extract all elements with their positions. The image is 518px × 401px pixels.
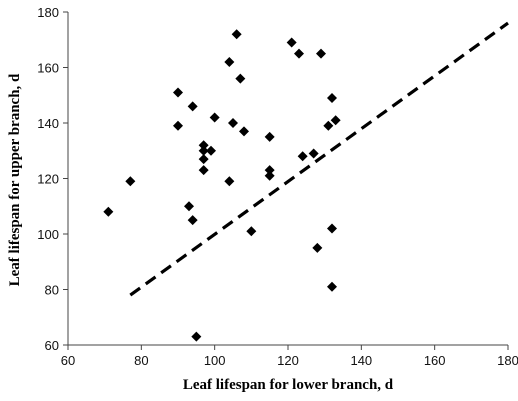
y-tick-label: 180 — [37, 5, 59, 20]
data-point — [173, 120, 183, 131]
reference-line-layer — [129, 21, 509, 297]
axes-layer — [63, 11, 509, 350]
data-point — [264, 170, 275, 181]
tick-labels-layer: 60 80 100 120 140 160 180 60 80 100 120 140 160 180 — [37, 5, 518, 368]
data-point — [264, 165, 275, 176]
data-point — [235, 73, 246, 84]
x-tick-label: 160 — [424, 353, 446, 368]
data-point — [239, 126, 249, 137]
y-tick-label: 100 — [37, 227, 59, 242]
data-point — [327, 223, 337, 234]
x-tick-label: 180 — [497, 353, 518, 368]
data-point — [330, 115, 341, 126]
data-point — [224, 56, 235, 67]
data-point — [231, 29, 242, 40]
data-point — [198, 145, 209, 156]
data-point — [187, 101, 198, 112]
y-tick-label: 140 — [37, 116, 59, 131]
x-axis-title: Leaf lifespan for lower branch, d — [183, 377, 394, 393]
data-point — [286, 37, 297, 48]
data-point — [312, 242, 323, 253]
y-tick-label: 160 — [37, 61, 59, 76]
data-point — [173, 87, 183, 98]
data-point — [187, 215, 198, 226]
y-tick-label: 120 — [37, 172, 59, 187]
y-axis-title: Leaf lifespan for upper branch, d — [7, 73, 23, 286]
reference-line — [129, 21, 509, 297]
data-point — [198, 165, 209, 176]
data-point — [103, 206, 114, 217]
data-point — [264, 131, 275, 142]
data-point — [297, 151, 308, 162]
data-point — [206, 145, 216, 156]
data-point — [228, 118, 238, 128]
data-point — [125, 176, 136, 187]
y-tick-label: 80 — [45, 283, 59, 298]
data-points-layer — [103, 29, 341, 342]
x-tick-label: 140 — [350, 353, 372, 368]
data-point — [198, 140, 209, 151]
data-point — [308, 148, 319, 159]
x-tick-label: 60 — [61, 353, 75, 368]
data-point — [191, 331, 202, 342]
x-tick-label: 120 — [277, 353, 299, 368]
data-point — [323, 120, 334, 131]
data-point — [327, 93, 337, 104]
data-point — [209, 112, 220, 123]
y-tick-label: 60 — [45, 338, 59, 353]
data-point — [246, 226, 257, 237]
x-tick-label: 100 — [204, 353, 226, 368]
data-point — [224, 176, 235, 187]
data-point — [198, 154, 209, 165]
data-point — [184, 201, 194, 212]
data-point — [327, 281, 337, 292]
data-point — [316, 48, 326, 59]
data-point — [294, 48, 304, 59]
x-tick-label: 80 — [134, 353, 148, 368]
